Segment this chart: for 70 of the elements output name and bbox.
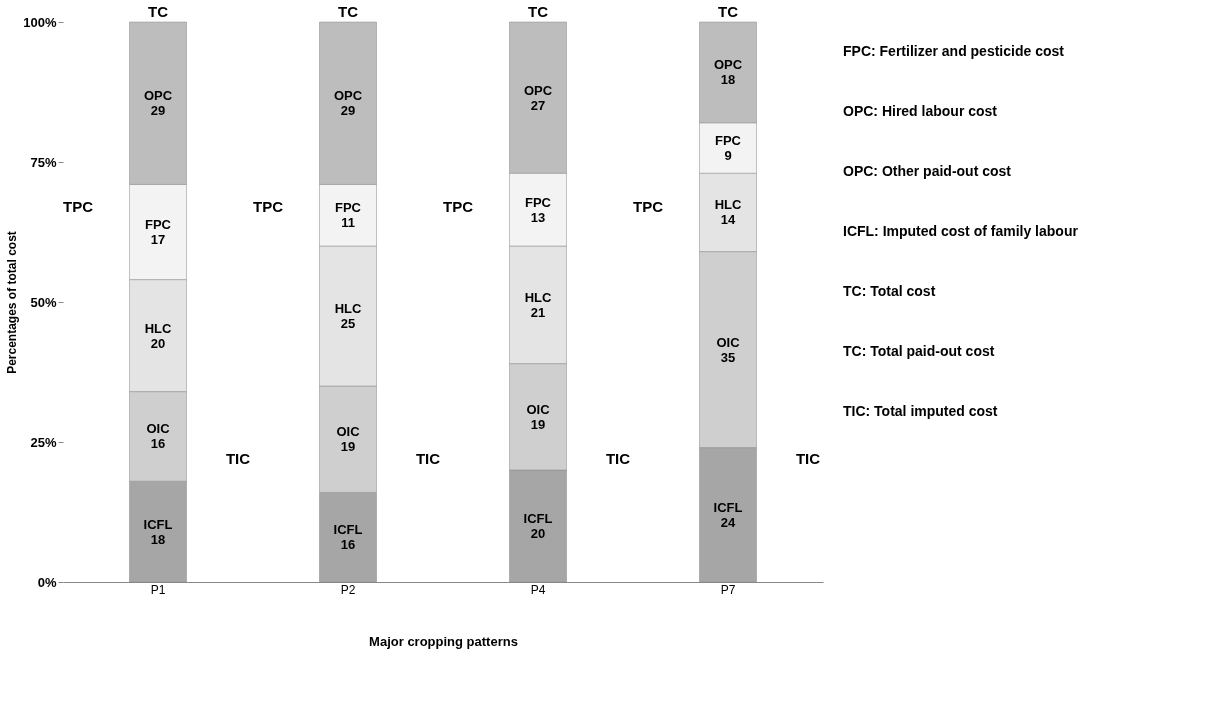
text: FPC (145, 217, 171, 232)
data-label: 27 (530, 97, 546, 113)
data-label: 24 (720, 514, 736, 530)
data-label: 29 (150, 103, 166, 119)
annotation: TIC (605, 449, 631, 467)
text: ICFL (143, 516, 173, 532)
text: OIC (336, 424, 360, 440)
text: FPC (335, 200, 361, 216)
data-label: 9 (724, 148, 732, 163)
data-label: 20 (150, 335, 166, 351)
data-label: 17 (150, 232, 166, 247)
x-axis-title: Major cropping patterns (369, 633, 518, 649)
text: TIC: Total imputed cost (843, 403, 998, 419)
y-tick-label: 75% (30, 154, 57, 170)
annotation: TPC (253, 197, 284, 215)
text: FPC: Fertilizer and pesticide cost (843, 43, 1065, 59)
data-label: 19 (530, 416, 546, 432)
text: OPC (713, 57, 743, 73)
x-tick-label: P1 (150, 582, 166, 597)
y-tick-label: 25% (30, 434, 57, 450)
data-label: 29 (340, 103, 356, 119)
y-tick-label: 0% (37, 574, 57, 590)
y-tick-label: 100% (23, 14, 57, 30)
data-label: 35 (720, 349, 736, 365)
text: ICFL: Imputed cost of family labour (843, 223, 1079, 239)
data-label: 16 (340, 537, 356, 553)
text: ICFL (713, 499, 743, 515)
annotation: TIC (415, 449, 441, 467)
data-label: 19 (340, 439, 356, 455)
annotation: TPC (443, 197, 474, 215)
annotation: TC (338, 3, 359, 20)
text: OPC (333, 88, 363, 104)
annotation: TIC (795, 449, 821, 467)
text: OIC (526, 401, 550, 417)
annotation: TPC (63, 197, 94, 215)
data-label: 18 (720, 72, 736, 88)
series-label: HLC (144, 320, 172, 336)
text: OPC: Hired labour cost (843, 103, 998, 119)
text: OPC: Other paid-out cost (843, 163, 1012, 179)
data-label: 18 (150, 531, 166, 547)
series-label: FPC (715, 133, 742, 148)
text: TC: Total cost (843, 283, 936, 299)
text: TC: Total paid-out cost (843, 343, 995, 359)
text: HLC (334, 301, 362, 316)
x-tick-label: P7 (720, 582, 736, 597)
x-tick-label: P2 (340, 582, 356, 597)
text: HLC (524, 289, 552, 305)
series-label: ICFL (523, 511, 553, 526)
data-label: 14 (720, 212, 736, 228)
series-label: OPC (523, 82, 553, 98)
text: ICFL (333, 522, 363, 538)
y-tick-label: 50% (30, 294, 57, 310)
data-label: 20 (530, 526, 546, 541)
text: OIC (716, 334, 740, 350)
y-axis-title: Percentages of total cost (5, 231, 20, 374)
annotation: TPC (633, 197, 664, 215)
annotation: TIC (225, 449, 251, 467)
annotation: TC (148, 3, 169, 20)
series-label: OIC (146, 421, 171, 437)
data-label: 21 (530, 304, 546, 320)
text: HLC (714, 197, 742, 213)
data-label: 13 (530, 209, 546, 225)
annotation: TC (528, 3, 549, 20)
x-tick-label: P4 (530, 582, 546, 597)
data-label: 25 (340, 316, 356, 331)
text: OPC (143, 88, 173, 104)
data-label: 11 (341, 215, 355, 231)
annotation: TC (718, 3, 739, 20)
text: FPC (525, 194, 551, 210)
data-label: 16 (150, 436, 166, 452)
